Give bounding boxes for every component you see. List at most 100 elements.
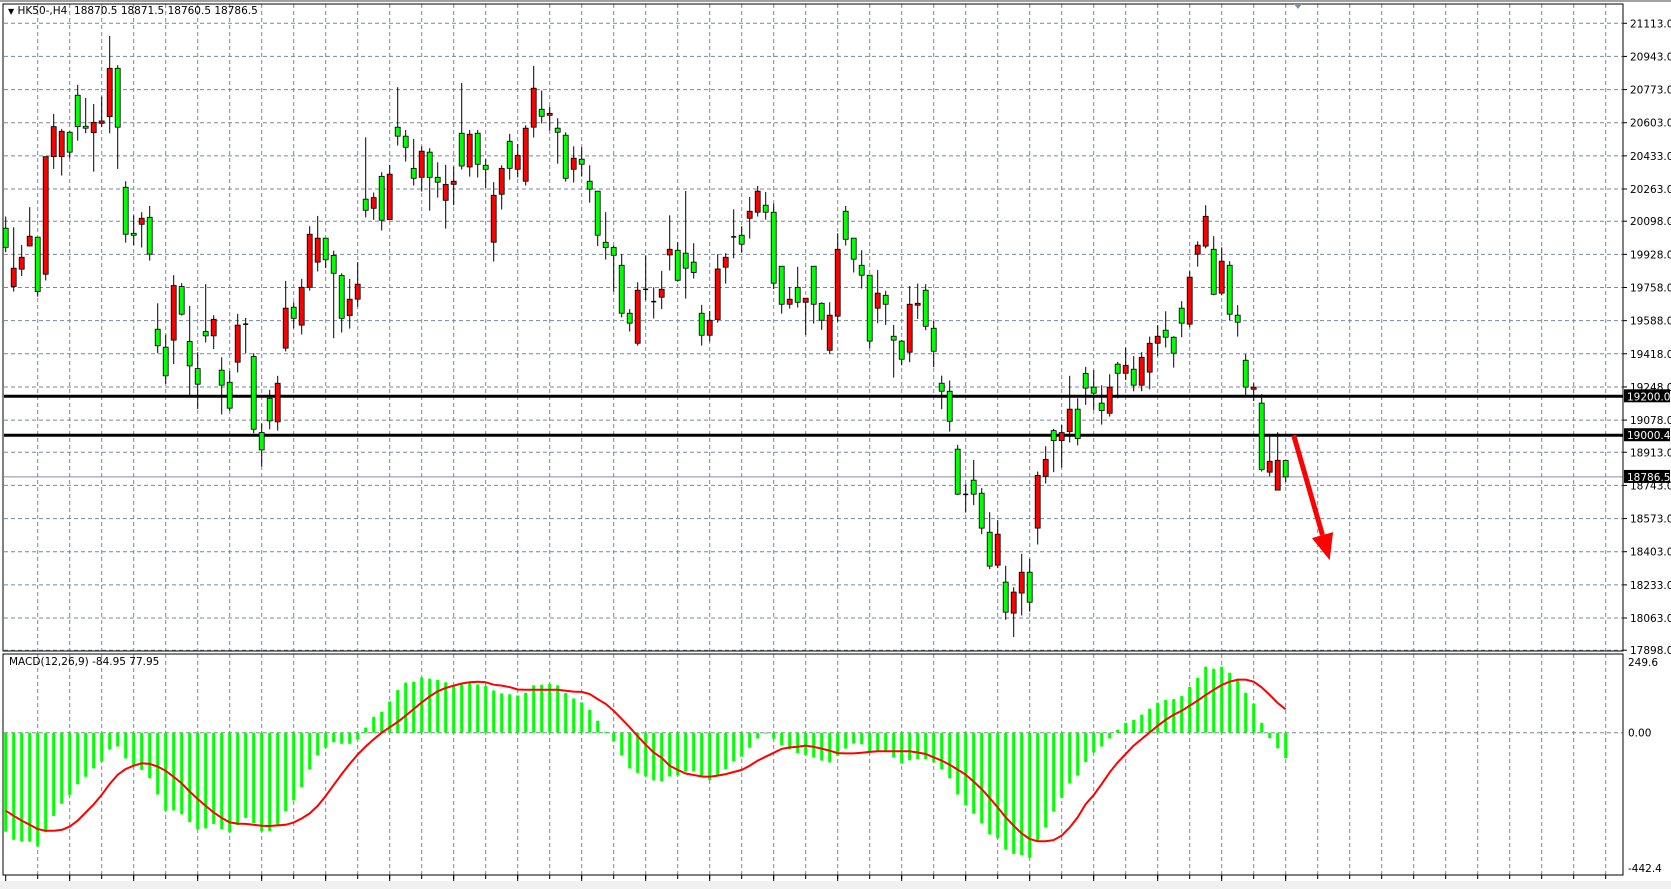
candle xyxy=(538,90,545,124)
macd-histogram-bar xyxy=(860,732,864,745)
candle-body-bearish xyxy=(610,247,617,256)
arrow-down-icon[interactable] xyxy=(1311,532,1334,561)
candle-body-bullish xyxy=(1122,364,1129,374)
macd-histogram-bar xyxy=(468,682,472,733)
candle xyxy=(802,297,809,335)
candle-body-bullish xyxy=(1034,475,1041,529)
candle-body-bearish xyxy=(882,294,889,305)
candle-body-bullish xyxy=(418,150,425,178)
candle xyxy=(1194,241,1201,267)
macd-histogram-bar xyxy=(460,684,464,733)
candle xyxy=(858,250,865,289)
candle-body-bearish xyxy=(226,381,233,409)
candle xyxy=(330,250,337,339)
candle-body-bullish xyxy=(522,127,529,182)
candle-body-bullish xyxy=(906,303,913,353)
candle xyxy=(963,484,969,513)
candle xyxy=(402,129,409,162)
macd-histogram-bar xyxy=(628,732,632,769)
macd-histogram-bar xyxy=(876,732,880,752)
annotations[interactable] xyxy=(1291,4,1334,561)
macd-histogram-bar xyxy=(84,732,88,777)
macd-histogram-bar xyxy=(1172,699,1176,733)
candle xyxy=(282,280,289,352)
window-top-border xyxy=(0,0,1671,2)
macd-histogram-bar xyxy=(1220,666,1224,733)
candle xyxy=(514,143,521,178)
candle xyxy=(226,370,233,411)
candle xyxy=(578,147,585,177)
horizontal-levels[interactable] xyxy=(4,394,1623,478)
candle xyxy=(690,243,697,279)
candle-body-bearish xyxy=(250,356,257,430)
chart-shift-marker-icon[interactable] xyxy=(1294,4,1302,9)
candle-body-bearish xyxy=(1074,408,1081,440)
candle-body-bearish xyxy=(186,341,193,367)
candle-body-bullish xyxy=(1042,459,1049,477)
macd-histogram-bar xyxy=(996,732,1000,839)
candle-body-bullish xyxy=(138,217,145,225)
chart-header: ▼ HK50-,H4 18870.5 18871.5 18760.5 18786… xyxy=(8,5,258,17)
candle-body-bullish xyxy=(298,286,305,326)
candle-body-bullish xyxy=(722,256,729,268)
candle xyxy=(418,146,425,192)
arrow-down-shaft[interactable] xyxy=(1291,434,1325,536)
macd-histogram-bar xyxy=(1020,732,1024,856)
candle xyxy=(98,96,105,128)
candle-body-bearish xyxy=(82,125,89,129)
candle-body-bullish xyxy=(1218,260,1225,294)
candle xyxy=(306,226,313,291)
candle-body-bullish xyxy=(1058,432,1065,441)
macd-histogram-bar xyxy=(36,732,40,847)
candle xyxy=(986,512,993,570)
candle xyxy=(898,340,905,366)
macd-histogram-bar xyxy=(972,732,976,814)
price-tick-label: 18403.0 xyxy=(1630,547,1671,559)
close-value: 18786.5 xyxy=(214,5,258,17)
macd-histogram-bar xyxy=(76,732,80,785)
candle xyxy=(954,444,961,496)
candle-body-bullish xyxy=(1266,460,1273,473)
macd-histogram-bar xyxy=(1068,732,1072,784)
candle-body-bearish xyxy=(1090,386,1097,394)
triangle-down-icon[interactable]: ▼ xyxy=(8,7,15,16)
candle-body-bearish xyxy=(266,397,273,422)
candle xyxy=(1090,370,1097,410)
candle-body-bearish xyxy=(818,302,825,321)
macd-histogram-bar xyxy=(372,716,376,733)
candle xyxy=(243,317,249,354)
macd-histogram-bar xyxy=(340,732,344,744)
candle xyxy=(634,282,641,346)
candle xyxy=(658,270,665,310)
macd-histogram-bar xyxy=(1140,714,1144,733)
macd-histogram-bar xyxy=(1028,732,1032,858)
candle-body-bullish xyxy=(1066,408,1073,432)
candle xyxy=(362,137,369,218)
candle xyxy=(786,286,793,309)
candle xyxy=(2,216,9,253)
candle xyxy=(1162,311,1169,348)
candle xyxy=(1106,374,1113,417)
candle xyxy=(122,181,129,243)
candle-body-bearish xyxy=(810,265,817,305)
candle xyxy=(1218,247,1225,296)
macd-histogram-bar xyxy=(172,732,176,811)
macd-histogram-bar xyxy=(260,732,264,832)
macd-histogram-bar xyxy=(1196,677,1200,733)
macd-histogram-bar xyxy=(196,732,200,830)
candle xyxy=(1058,425,1065,468)
candle xyxy=(90,103,97,172)
macd-main-value: -84.95 xyxy=(92,656,126,668)
macd-histogram-bar xyxy=(1100,732,1104,747)
macd-histogram-bar xyxy=(276,732,280,826)
candle xyxy=(746,197,753,239)
macd-tick-label: -442.4 xyxy=(1628,863,1662,875)
macd-histogram-bar xyxy=(1116,729,1120,733)
macd-name: MACD(12,26,9) xyxy=(9,656,89,668)
macd-histogram-bar xyxy=(1260,722,1264,733)
candle xyxy=(378,172,385,231)
macd-histogram-bar xyxy=(156,732,160,795)
candle-body-bullish xyxy=(18,256,25,270)
macd-histogram-bar xyxy=(1204,666,1208,733)
